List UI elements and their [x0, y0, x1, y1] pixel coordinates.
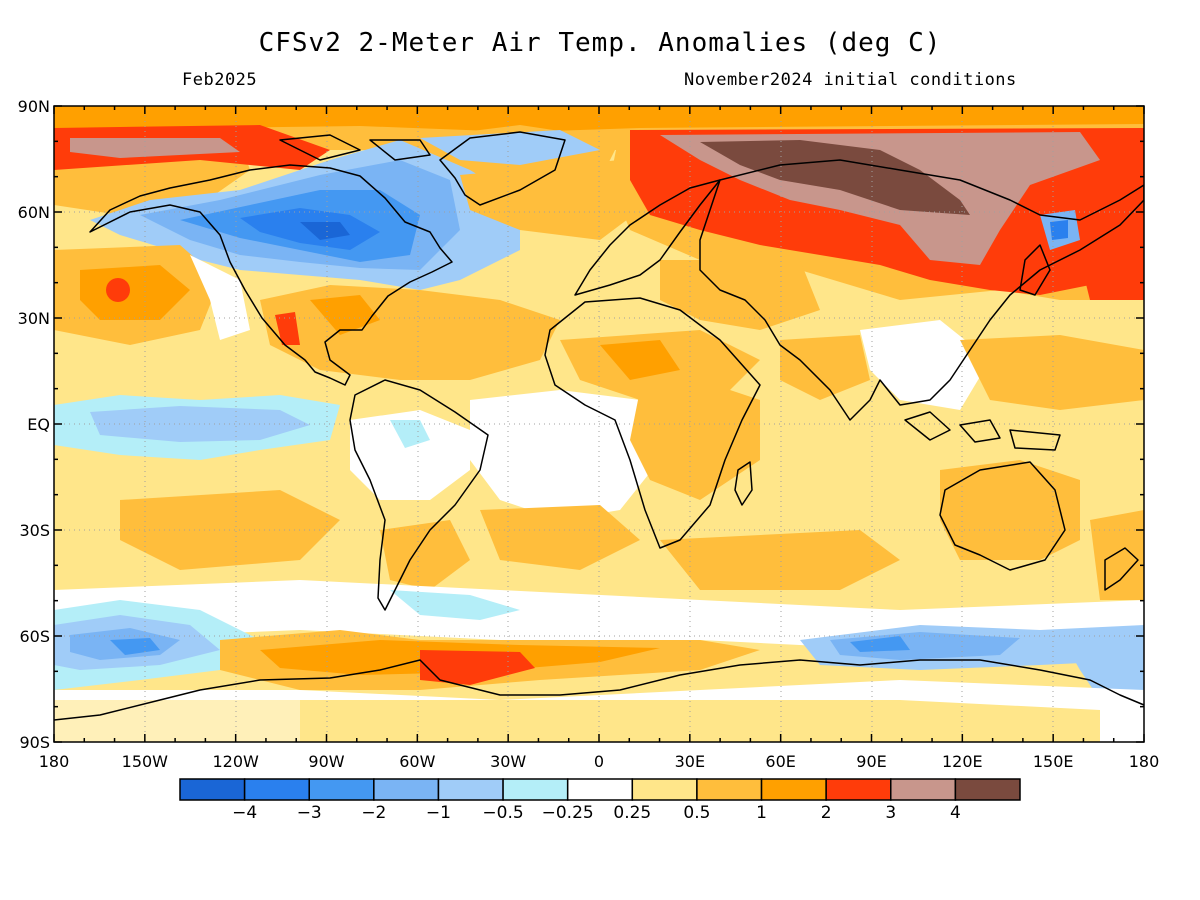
- colorbar-swatch: [954, 778, 1021, 801]
- lat-label: 60N: [18, 203, 50, 222]
- lon-label: 60E: [765, 752, 795, 771]
- lon-label: 30E: [675, 752, 705, 771]
- lon-label: 90E: [856, 752, 886, 771]
- colorbar-label: −4: [232, 803, 257, 823]
- colorbar-label: −0.5: [482, 803, 523, 823]
- colorbar-label: 3: [885, 803, 896, 823]
- lon-label: 90W: [308, 752, 344, 771]
- colorbar-label: 0.25: [613, 803, 651, 823]
- colorbar-swatch: [696, 778, 763, 801]
- colorbar-label: −2: [361, 803, 386, 823]
- coastlines: [54, 131, 1144, 721]
- colorbar-label: 1: [756, 803, 767, 823]
- colorbar-swatch: [373, 778, 440, 801]
- anomaly-field: [54, 106, 1144, 742]
- colorbar-label: 4: [950, 803, 961, 823]
- lon-label: 120W: [212, 752, 259, 771]
- lon-label: 120E: [942, 752, 983, 771]
- colorbar-swatch: [890, 778, 957, 801]
- colorbar-swatch: [631, 778, 698, 801]
- lat-label: EQ: [27, 415, 50, 434]
- colorbar-swatch: [243, 778, 310, 801]
- lon-label: 150E: [1033, 752, 1074, 771]
- colorbar-label: −1: [426, 803, 451, 823]
- chart-title: CFSv2 2-Meter Air Temp. Anomalies (deg C…: [258, 28, 942, 58]
- colorbar-swatch: [760, 778, 827, 801]
- colorbar-swatch: [179, 778, 246, 801]
- valid-month: Feb2025: [182, 70, 258, 90]
- lat-label: 90N: [18, 97, 50, 116]
- colorbar-label: 2: [821, 803, 832, 823]
- lon-label: 180: [1129, 752, 1160, 771]
- lon-label: 150W: [122, 752, 169, 771]
- colorbar-label: 0.5: [683, 803, 710, 823]
- colorbar-swatch: [566, 778, 634, 801]
- colorbar-swatch: [502, 778, 569, 801]
- colorbar: −4 −3 −2 −1 −0.5 −0.25 0.25 0.5 1 2 3 4: [179, 778, 1021, 823]
- lat-label: 30N: [18, 309, 50, 328]
- colorbar-swatch: [308, 778, 375, 801]
- initial-conditions: November2024 initial conditions: [684, 70, 1017, 90]
- colorbar-label: −3: [297, 803, 322, 823]
- lat-label: 60S: [19, 627, 50, 646]
- lon-label: 0: [594, 752, 604, 771]
- lat-label: 90S: [19, 733, 50, 752]
- colorbar-swatch: [437, 778, 504, 801]
- lon-label: 180: [39, 752, 70, 771]
- colorbar-swatch: [825, 778, 892, 801]
- lon-label: 30W: [490, 752, 526, 771]
- colorbar-label: −0.25: [542, 803, 594, 823]
- lat-label: 30S: [19, 521, 50, 540]
- lon-label: 60W: [399, 752, 435, 771]
